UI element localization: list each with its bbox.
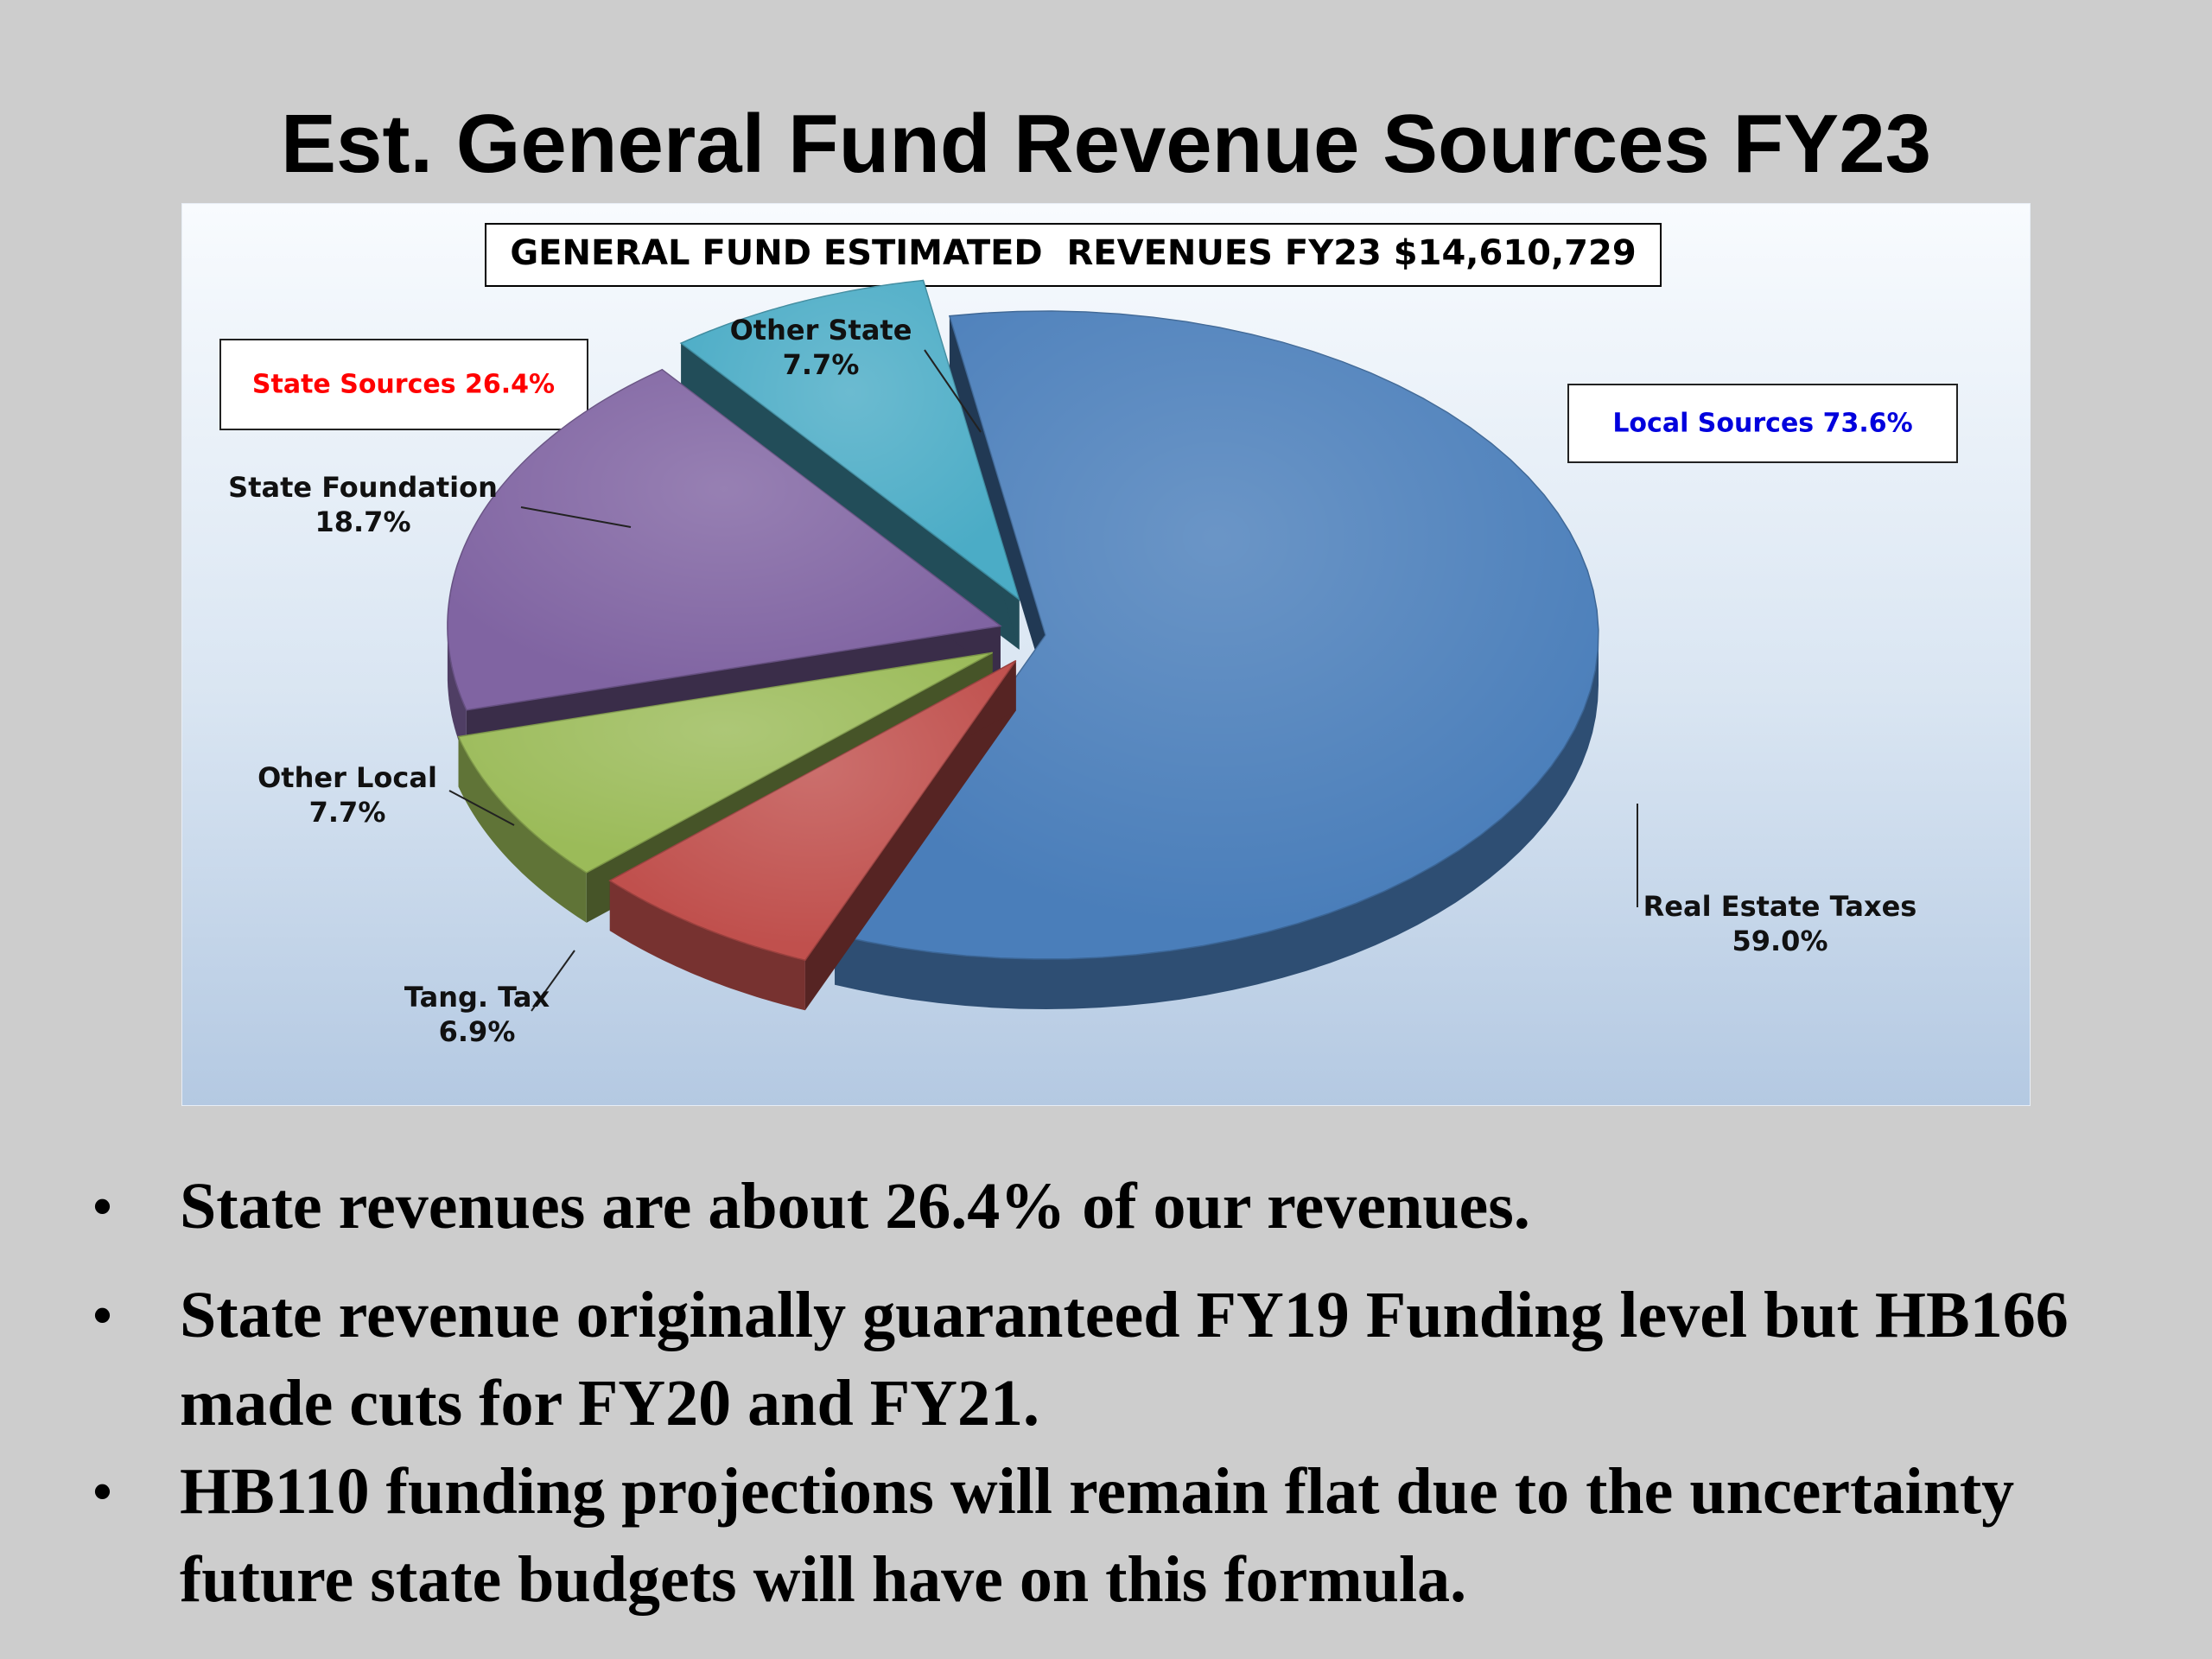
pie-slice-rim: [458, 736, 587, 923]
pie-slice-rim: [609, 880, 805, 1011]
slice-name-label: Real Estate Taxes: [1643, 890, 1917, 923]
bullet-item: HB110 funding projections will remain fl…: [86, 1447, 2143, 1624]
leader-line: [520, 506, 632, 528]
pie-slice-shine: [458, 652, 993, 873]
pie-slice-shine: [609, 660, 1016, 961]
pie-slice: [833, 310, 1599, 1009]
pie-slice-wall: [681, 343, 1020, 650]
pie-slice-wall: [949, 315, 1046, 685]
state-sources-box: [219, 339, 588, 430]
pie-slice-rim: [835, 635, 1599, 1009]
pie-slice-shine: [681, 280, 1020, 600]
bullet-item: State revenue originally guaranteed FY19…: [86, 1271, 2143, 1447]
pie-slice-shine: [447, 369, 1001, 710]
leader-line: [448, 790, 515, 826]
pie-slices: [447, 279, 1599, 1011]
slice-value-label: 59.0%: [1732, 925, 1827, 957]
pie-slice-wall: [804, 660, 1016, 1011]
pie-slice-rim: [447, 626, 467, 760]
slice-name-label: Other State: [730, 314, 912, 346]
local-sources-label: Local Sources 73.6%: [1612, 409, 1912, 439]
pie-chart: GENERAL FUND ESTIMATED REVENUES FY23 $14…: [181, 203, 2031, 1106]
slice-value-label: 7.7%: [783, 348, 860, 381]
pie-slice: [608, 659, 1017, 1011]
pie-slice-shine: [835, 311, 1599, 959]
pie-slice: [679, 279, 1021, 650]
bullet-list: State revenues are about 26.4% of our re…: [86, 1162, 2143, 1624]
slide-title: Est. General Fund Revenue Sources FY23: [281, 98, 1931, 190]
state-sources-label: State Sources 26.4%: [252, 370, 555, 400]
leader-line: [924, 349, 982, 433]
slice-value-label: 7.7%: [309, 796, 386, 829]
chart-title-box: [485, 223, 1662, 287]
bullet-item: State revenues are about 26.4% of our re…: [86, 1162, 2143, 1250]
leader-lines: [448, 349, 1638, 1012]
slice-name-label: Other Local: [257, 761, 437, 794]
chart-title: GENERAL FUND ESTIMATED REVENUES FY23 $14…: [510, 233, 1636, 273]
slice-name-label: State Foundation: [228, 471, 498, 504]
slice-value-label: 18.7%: [315, 505, 410, 538]
local-sources-box: [1567, 384, 1958, 463]
slice-name-label: Tang. Tax: [404, 981, 550, 1014]
leader-line: [531, 950, 575, 1012]
slice-value-label: 6.9%: [439, 1015, 516, 1048]
